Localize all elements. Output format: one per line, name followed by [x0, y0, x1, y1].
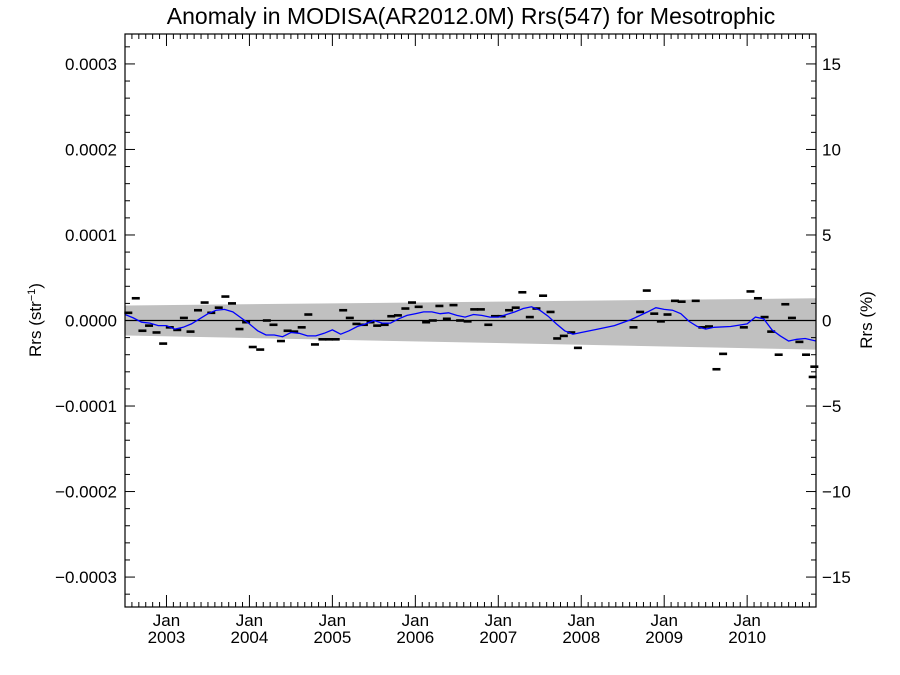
- chart-title: Anomaly in MODISA(AR2012.0M) Rrs(547) fo…: [167, 3, 775, 29]
- y-tick-label-right: −5: [822, 397, 841, 416]
- y-tick-label-right: −15: [822, 568, 851, 587]
- x-tick-label-year: 2006: [396, 628, 434, 647]
- y-axis-label-left: Rrs (str−1): [26, 283, 45, 357]
- y-tick-label-right: 10: [822, 140, 841, 159]
- x-tick-label-month: Jan: [650, 611, 677, 630]
- x-tick-label-month: Jan: [236, 611, 263, 630]
- y-tick-label-right: −10: [822, 483, 851, 502]
- y-tick-label-right: 5: [822, 226, 831, 245]
- y-tick-label-left: 0.0002: [65, 140, 117, 159]
- y-tick-label-left: 0.0003: [65, 55, 117, 74]
- series-layer: [124, 289, 819, 379]
- y-tick-label-left: −0.0002: [55, 483, 117, 502]
- x-tick-label-year: 2003: [148, 628, 186, 647]
- y-axis-label-right: Rrs (%): [857, 291, 876, 349]
- x-tick-label-month: Jan: [568, 611, 595, 630]
- axis-ticks: Jan2003Jan2004Jan2005Jan2006Jan2007Jan20…: [55, 34, 851, 647]
- y-tick-label-right: 15: [822, 55, 841, 74]
- x-tick-label-year: 2005: [313, 628, 351, 647]
- uncertainty-band: [125, 298, 816, 350]
- y-axis-label-left-close: ): [26, 283, 45, 289]
- band-polygon: [125, 298, 816, 350]
- x-tick-label-year: 2004: [231, 628, 269, 647]
- x-tick-label-year: 2008: [562, 628, 600, 647]
- y-axis-label-left-main: Rrs (str: [26, 301, 45, 357]
- y-tick-label-left: 0.0001: [65, 226, 117, 245]
- y-tick-label-right: 0: [822, 312, 831, 331]
- y-tick-label-left: 0.0000: [65, 312, 117, 331]
- x-tick-label-year: 2007: [479, 628, 517, 647]
- x-tick-label-year: 2009: [645, 628, 683, 647]
- y-tick-label-left: −0.0003: [55, 568, 117, 587]
- x-tick-label-month: Jan: [402, 611, 429, 630]
- x-tick-label-month: Jan: [319, 611, 346, 630]
- running-mean-line: [124, 306, 817, 342]
- x-tick-label-year: 2010: [728, 628, 766, 647]
- y-axis-label-left-superscript: −1: [26, 289, 38, 302]
- x-tick-label-month: Jan: [733, 611, 760, 630]
- x-tick-label-month: Jan: [153, 611, 180, 630]
- x-tick-label-month: Jan: [485, 611, 512, 630]
- y-tick-label-left: −0.0001: [55, 397, 117, 416]
